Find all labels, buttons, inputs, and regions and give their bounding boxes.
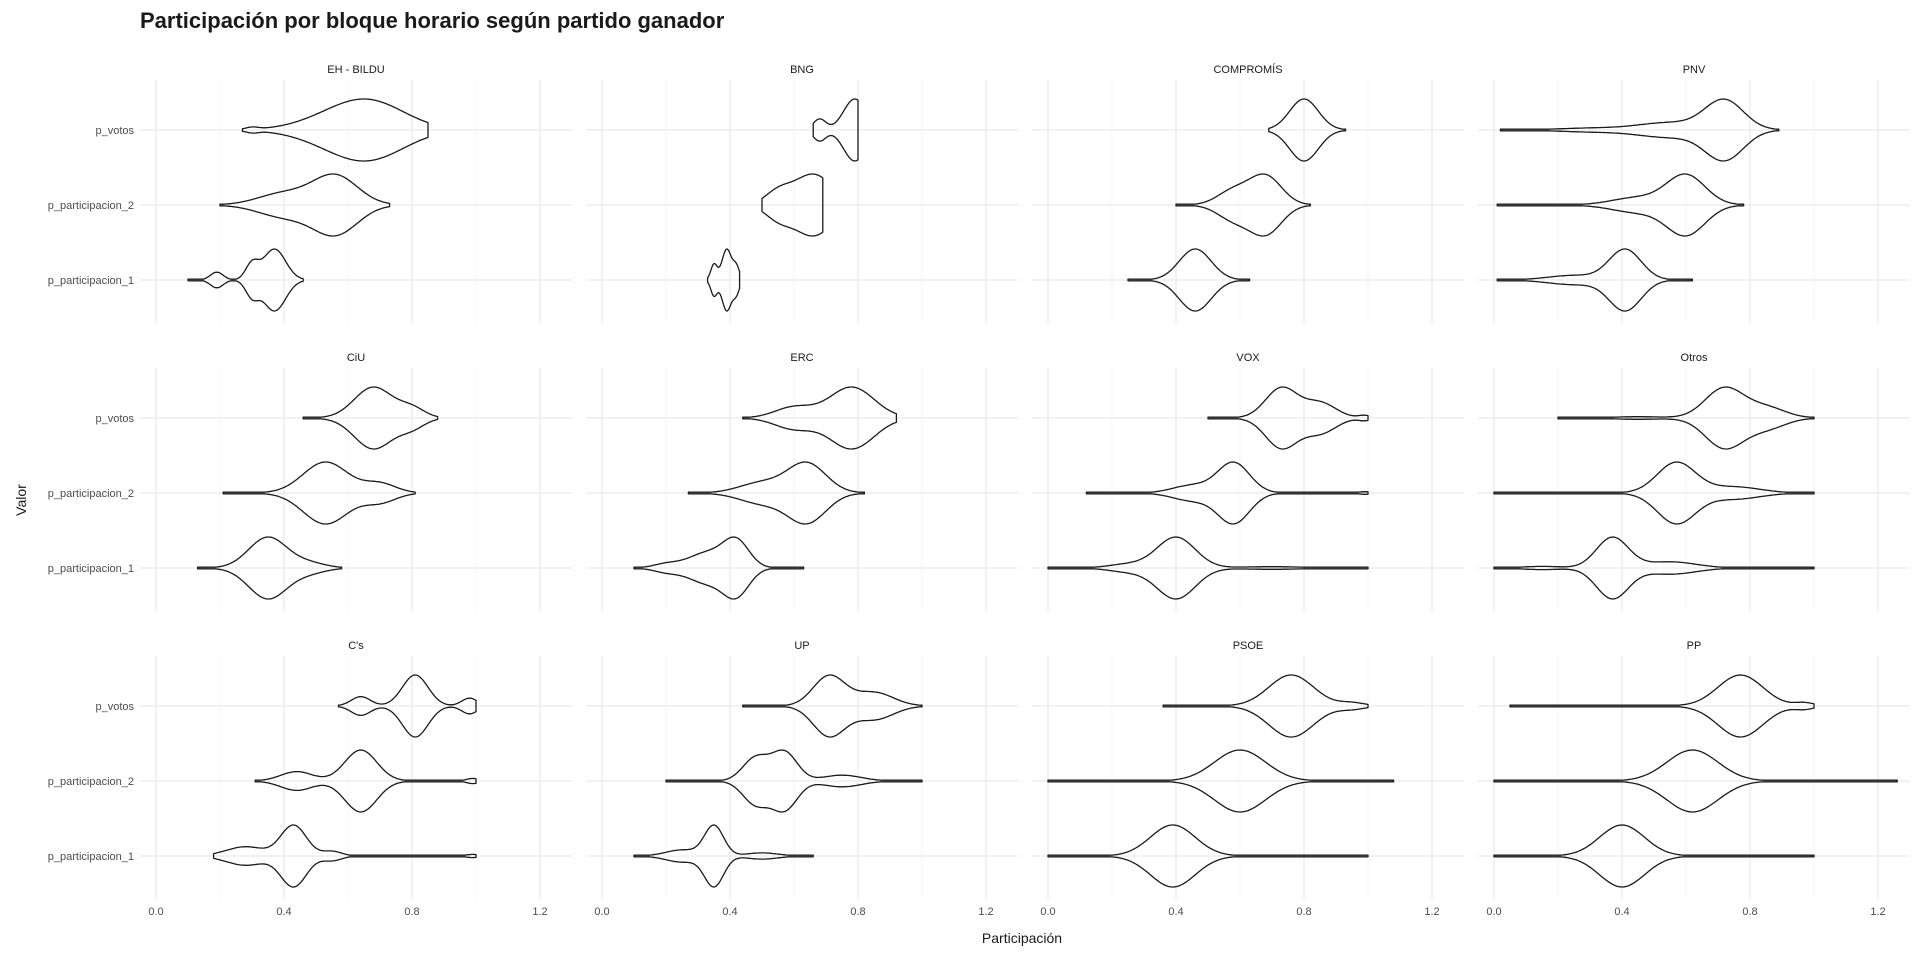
x-tick-label: 0.0	[1486, 906, 1501, 918]
x-tick-label: 0.0	[1040, 906, 1055, 918]
violin-bng-p-participacion-1	[706, 248, 741, 312]
violin-eh-bildu-p-participacion-2	[219, 173, 391, 237]
violin-comprom-s-p-participacion-1	[1127, 248, 1251, 312]
violin-eh-bildu-p-votos	[241, 98, 429, 162]
facet-label-pp: PP	[1687, 640, 1702, 652]
y-tick-label: p_participacion_2	[48, 488, 134, 500]
violin-ciu-p-votos	[302, 386, 439, 450]
facet-label-eh-bildu: EH - BILDU	[327, 64, 385, 76]
facet-label-erc: ERC	[790, 352, 813, 364]
x-tick-label: 0.8	[1296, 906, 1311, 918]
facet-label-vox: VOX	[1236, 352, 1260, 364]
violin-pp-p-participacion-2	[1493, 749, 1898, 813]
chart-title: Participación por bloque horario según p…	[140, 8, 725, 33]
violin-erc-p-participacion-2	[687, 461, 866, 525]
violin-up-p-participacion-1	[633, 824, 814, 888]
y-tick-label: p_votos	[95, 125, 134, 137]
facet-label-up: UP	[794, 640, 809, 652]
violin-psoe-p-votos	[1162, 674, 1369, 738]
violin-otros-p-participacion-1	[1493, 536, 1815, 600]
x-tick-label: 0.0	[594, 906, 609, 918]
facet-label-comprom-s: COMPROMÍS	[1213, 63, 1282, 76]
y-tick-label: p_participacion_1	[48, 275, 134, 287]
facet-label-ciu: CiU	[347, 352, 365, 364]
x-tick-label: 0.8	[850, 906, 865, 918]
x-tick-label: 0.8	[404, 906, 419, 918]
x-tick-label: 0.4	[1614, 906, 1629, 918]
violin-pp-p-participacion-1	[1493, 824, 1815, 888]
y-tick-label: p_participacion_1	[48, 851, 134, 863]
violin-ciu-p-participacion-1	[196, 536, 343, 600]
facet-label-c-s: C's	[348, 640, 364, 652]
violin-eh-bildu-p-participacion-1	[187, 248, 304, 312]
violin-vox-p-participacion-2	[1085, 461, 1369, 525]
x-tick-label: 1.2	[1870, 906, 1885, 918]
x-tick-label: 1.2	[1424, 906, 1439, 918]
violin-c-s-p-participacion-2	[254, 749, 477, 813]
violin-otros-p-participacion-2	[1493, 461, 1815, 525]
x-axis-title: Participación	[982, 930, 1062, 946]
violin-c-s-p-votos	[337, 674, 477, 738]
violin-psoe-p-participacion-1	[1047, 824, 1369, 888]
violin-comprom-s-p-votos	[1268, 98, 1347, 162]
violin-erc-p-participacion-1	[633, 536, 805, 600]
y-tick-label: p_participacion_2	[48, 776, 134, 788]
violin-comprom-s-p-participacion-2	[1175, 173, 1312, 237]
violin-pp-p-votos	[1509, 674, 1815, 738]
y-tick-label: p_participacion_2	[48, 200, 134, 212]
y-tick-label: p_votos	[95, 701, 134, 713]
violin-up-p-votos	[742, 674, 923, 738]
facet-label-otros: Otros	[1681, 352, 1708, 364]
x-tick-label: 0.4	[276, 906, 291, 918]
x-tick-label: 0.4	[722, 906, 737, 918]
facet-label-psoe: PSOE	[1233, 640, 1264, 652]
facet-label-pnv: PNV	[1683, 64, 1706, 76]
violin-psoe-p-participacion-2	[1047, 749, 1395, 813]
violin-pnv-p-participacion-1	[1496, 248, 1694, 312]
x-tick-label: 0.4	[1168, 906, 1183, 918]
x-tick-label: 1.2	[978, 906, 993, 918]
violin-erc-p-votos	[742, 386, 898, 450]
violin-vox-p-participacion-1	[1047, 536, 1369, 600]
y-tick-label: p_votos	[95, 413, 134, 425]
x-tick-label: 0.0	[148, 906, 163, 918]
x-tick-label: 0.8	[1742, 906, 1757, 918]
y-tick-label: p_participacion_1	[48, 563, 134, 575]
violin-up-p-participacion-2	[665, 749, 923, 813]
violin-pnv-p-votos	[1499, 98, 1780, 162]
y-axis-title: Valor	[13, 484, 29, 516]
violin-otros-p-votos	[1557, 386, 1815, 450]
violin-ciu-p-participacion-2	[222, 461, 416, 525]
violin-bng-p-votos	[812, 98, 859, 162]
x-tick-label: 1.2	[532, 906, 547, 918]
violin-bng-p-participacion-2	[761, 173, 824, 237]
violin-c-s-p-participacion-1	[212, 824, 477, 888]
facet-label-bng: BNG	[790, 64, 814, 76]
violin-vox-p-votos	[1207, 386, 1369, 450]
violin-pnv-p-participacion-2	[1496, 173, 1745, 237]
